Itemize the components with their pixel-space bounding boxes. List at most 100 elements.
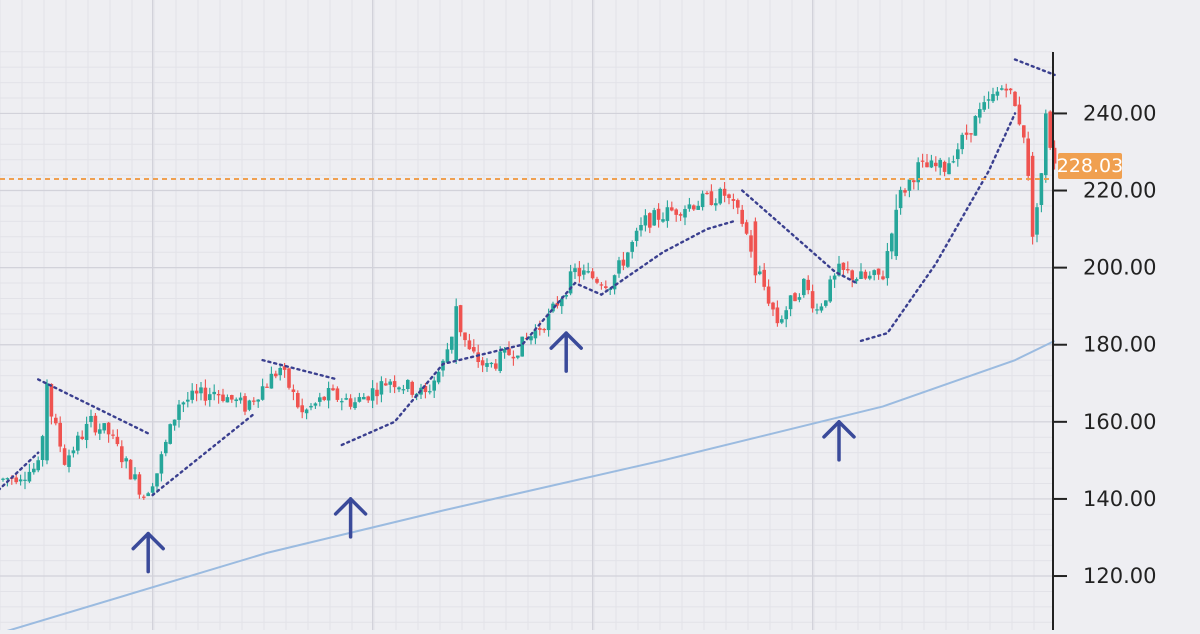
- candle-body: [1004, 88, 1008, 91]
- candle: [626, 251, 630, 268]
- candle: [674, 208, 678, 222]
- candle: [727, 193, 731, 205]
- candle-body: [683, 209, 687, 218]
- candle-body: [586, 271, 590, 273]
- candle-body: [291, 389, 296, 392]
- tick-label: 240.00: [1083, 101, 1156, 125]
- candle-body: [1030, 155, 1035, 237]
- candle-body: [661, 219, 665, 222]
- candle-body: [947, 163, 951, 175]
- candle-body: [617, 260, 621, 274]
- candle: [274, 370, 278, 379]
- candle-body: [700, 193, 705, 208]
- candle-body: [912, 180, 916, 183]
- candle-body: [744, 222, 749, 234]
- candle-body: [832, 275, 837, 280]
- candle: [665, 200, 670, 228]
- candle: [265, 383, 269, 388]
- candle-body: [819, 306, 824, 311]
- candle-body: [758, 271, 762, 275]
- current-price-label-bg: [1058, 152, 1122, 179]
- buy-signal-arrow: [131, 531, 165, 574]
- candle: [978, 102, 982, 124]
- indicator-segment: [741, 189, 858, 285]
- price-line: 228.03: [0, 152, 1123, 180]
- candle-body: [995, 91, 1000, 96]
- candle-body: [278, 367, 282, 376]
- candle: [463, 332, 467, 347]
- candle: [357, 392, 362, 403]
- candle: [318, 392, 322, 407]
- candle-body: [991, 94, 995, 102]
- candle: [771, 301, 775, 317]
- candle-body: [67, 455, 71, 467]
- candle-body: [771, 302, 775, 310]
- candle-body: [93, 415, 98, 433]
- candle-body: [894, 209, 898, 257]
- candle: [98, 423, 102, 440]
- candle-body: [247, 400, 252, 410]
- candle: [142, 494, 146, 500]
- candle-body: [696, 205, 700, 210]
- candle: [700, 190, 705, 211]
- candle: [62, 444, 67, 466]
- candle: [872, 269, 876, 281]
- candle-body: [520, 336, 524, 357]
- candle: [375, 382, 379, 405]
- candle: [819, 303, 824, 313]
- candle: [639, 217, 643, 237]
- tick-label: 160.00: [1083, 410, 1156, 434]
- candle-body: [634, 230, 639, 242]
- candle: [520, 336, 524, 357]
- candle-body: [577, 267, 582, 277]
- candle: [335, 386, 340, 402]
- candle: [806, 275, 810, 295]
- candle: [718, 187, 722, 206]
- candle: [960, 132, 964, 155]
- candle-body: [392, 381, 397, 388]
- candle: [379, 376, 384, 403]
- candle: [494, 359, 498, 371]
- candle: [124, 456, 128, 469]
- candle-body: [793, 293, 797, 302]
- candle-body: [529, 336, 533, 341]
- candle-body: [639, 225, 643, 231]
- candle: [502, 346, 507, 359]
- candle: [450, 336, 454, 354]
- candle: [172, 419, 177, 431]
- candle-body: [221, 394, 225, 401]
- candle-body: [318, 397, 322, 402]
- candle: [212, 384, 216, 401]
- candle-body: [678, 214, 683, 216]
- candle-body: [190, 390, 194, 400]
- candle: [388, 378, 392, 393]
- candle-body: [375, 389, 379, 397]
- candle-body: [507, 348, 511, 356]
- candle: [714, 198, 718, 211]
- candle-body: [1026, 138, 1030, 176]
- candle-body: [102, 423, 106, 431]
- candle-body: [643, 215, 648, 226]
- candle: [278, 366, 282, 381]
- candle-body: [986, 99, 991, 101]
- candle-body: [916, 162, 920, 183]
- candle: [348, 394, 353, 410]
- candle: [344, 393, 348, 401]
- candle-body: [551, 303, 555, 312]
- candle-body: [436, 371, 441, 383]
- candle-body: [467, 340, 472, 350]
- candle-body: [740, 209, 744, 224]
- candle: [269, 366, 274, 389]
- candle: [331, 384, 335, 391]
- candle-body: [705, 192, 709, 195]
- candle-body: [766, 286, 771, 304]
- buy-signal-arrow: [549, 331, 583, 373]
- candle: [164, 439, 168, 457]
- candle-body: [353, 402, 357, 409]
- candle-body: [274, 373, 278, 377]
- candle-body: [115, 436, 120, 445]
- candle-body: [199, 387, 203, 394]
- candle-body: [872, 270, 876, 276]
- candle: [366, 395, 370, 403]
